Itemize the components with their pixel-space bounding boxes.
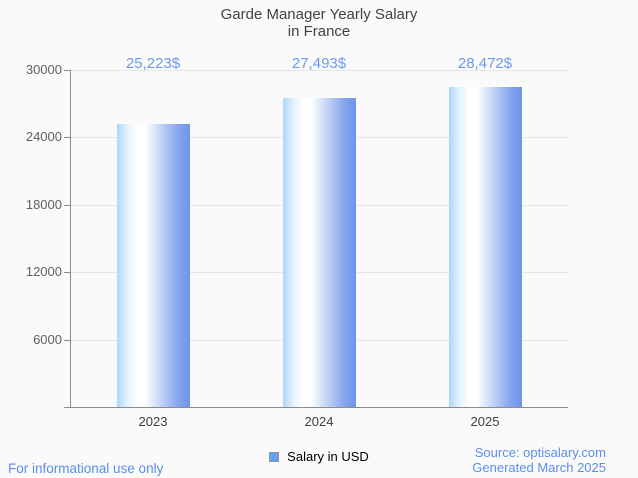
- source-block: Source: optisalary.com Generated March 2…: [472, 445, 606, 475]
- y-axis-tick: [64, 272, 70, 274]
- y-axis-label: 12000: [25, 264, 62, 280]
- bar-value-label: 27,493$: [291, 55, 347, 72]
- generated-text: Generated March 2025: [472, 459, 606, 475]
- y-axis-tick: [64, 339, 70, 341]
- y-axis-label: 30000: [25, 62, 62, 77]
- legend-label: Salary in USD: [287, 449, 369, 464]
- legend: Salary in USD: [0, 449, 638, 464]
- bar-value-label: 28,472$: [457, 55, 513, 72]
- source-text: Source: optisalary.com: [474, 445, 606, 460]
- bar-2023: [116, 123, 190, 407]
- x-axis-label: 2025: [470, 414, 500, 429]
- y-axis-line: [70, 70, 71, 408]
- y-axis-label: 18000: [25, 196, 62, 212]
- chart-title-line1: Garde Manager Yearly Salary: [220, 6, 418, 23]
- gridline: [70, 70, 568, 71]
- bar-2025: [448, 87, 522, 407]
- bar-value-label: 25,223$: [125, 55, 181, 72]
- legend-swatch-icon: [269, 451, 280, 462]
- chart-title: Garde Manager Yearly Salary in France: [0, 6, 638, 40]
- y-axis-tick: [64, 204, 70, 206]
- y-axis-label: 6000: [33, 331, 62, 347]
- x-axis-label: 2024: [304, 414, 334, 429]
- x-axis-label: 2023: [138, 414, 168, 429]
- disclaimer-text: For informational use only: [8, 461, 164, 476]
- y-axis-tick: [64, 70, 70, 71]
- chart-title-line2: in France: [287, 23, 351, 40]
- bar-2024: [282, 98, 356, 407]
- x-axis-line: [64, 407, 568, 408]
- y-axis-tick: [64, 137, 70, 139]
- y-axis-label: 24000: [25, 129, 62, 145]
